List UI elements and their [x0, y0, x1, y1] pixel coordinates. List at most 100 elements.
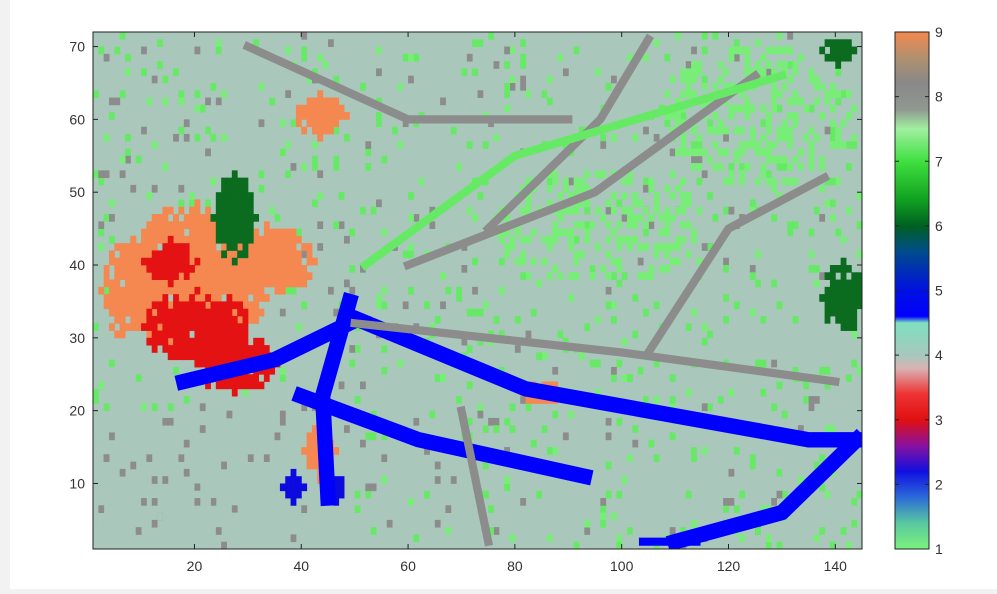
heatmap-cell: [205, 381, 211, 390]
heatmap-cell: [221, 272, 227, 280]
y-tick-label: 40: [69, 257, 85, 273]
heatmap-cell: [194, 199, 201, 208]
heatmap-cell: [696, 61, 703, 69]
heatmap-cell: [717, 119, 724, 128]
heatmap-cell: [247, 243, 254, 251]
heatmap-cell: [397, 82, 404, 91]
heatmap-cell: [643, 228, 649, 237]
heatmap-cell: [146, 439, 153, 448]
heatmap-cell: [696, 148, 703, 157]
heatmap-cell: [578, 221, 585, 230]
heatmap-region: [210, 170, 260, 266]
heatmap-cell: [103, 454, 110, 463]
heatmap-cell: [808, 104, 815, 113]
heatmap-cell: [157, 235, 163, 244]
heatmap-cell: [819, 454, 826, 463]
heatmap-cell: [162, 163, 169, 171]
heatmap-cell: [311, 126, 318, 135]
heatmap-cell: [546, 177, 553, 186]
heatmap-cell: [119, 301, 126, 310]
speckle-cells: [93, 32, 862, 549]
heatmap-cell: [301, 243, 308, 251]
heatmap-cell: [237, 323, 243, 331]
heatmap-cell: [242, 345, 249, 353]
heatmap-cell: [370, 410, 377, 419]
heatmap-cell: [504, 417, 511, 426]
heatmap-cell: [733, 53, 740, 62]
heatmap-cell: [797, 97, 804, 106]
heatmap-cell: [701, 170, 708, 179]
heatmap-cell: [536, 396, 543, 404]
heatmap-cell: [333, 126, 340, 135]
heatmap-cell: [119, 257, 126, 266]
heatmap-cell: [279, 119, 286, 128]
heatmap-cell: [552, 235, 559, 244]
heatmap-cell: [616, 490, 623, 499]
heatmap-cell: [109, 97, 115, 106]
heatmap-cell: [301, 505, 308, 513]
heatmap-cell: [851, 359, 858, 368]
colorbar-tick-label: 6: [935, 218, 943, 234]
heatmap-cell: [258, 286, 265, 295]
heatmap-cell: [819, 214, 826, 222]
heatmap-cell: [765, 141, 772, 149]
heatmap-cell: [301, 163, 308, 171]
heatmap-cell: [125, 148, 131, 157]
heatmap-cell: [354, 396, 361, 404]
heatmap-cell: [450, 476, 457, 484]
heatmap-cell: [701, 447, 708, 455]
heatmap-cell: [701, 243, 708, 251]
heatmap-cell: [680, 133, 687, 142]
heatmap-cell: [498, 235, 505, 244]
heatmap-cell: [205, 126, 211, 135]
heatmap-cell: [835, 286, 842, 295]
heatmap-cell: [253, 257, 260, 266]
heatmap-cell: [221, 250, 227, 259]
heatmap-cell: [199, 323, 206, 331]
heatmap-cell: [669, 170, 676, 179]
heatmap-cell: [178, 279, 185, 288]
heatmap-cell: [226, 315, 233, 324]
heatmap-cell: [290, 483, 297, 492]
heatmap-cell: [819, 483, 826, 492]
heatmap-cell: [760, 104, 767, 113]
heatmap-cell: [167, 315, 174, 324]
heatmap-cell: [808, 155, 815, 164]
heatmap-cell: [130, 301, 137, 310]
heatmap-cell: [194, 257, 201, 266]
heatmap-cell: [402, 53, 409, 62]
heatmap-cell: [472, 308, 478, 317]
heatmap-cell: [466, 381, 473, 390]
heatmap-cell: [274, 286, 281, 295]
heatmap-cell: [226, 184, 233, 193]
heatmap-cell: [93, 432, 99, 441]
heatmap-cell: [749, 206, 756, 215]
heatmap-cell: [178, 257, 185, 266]
heatmap-cell: [691, 308, 697, 317]
heatmap-cell: [600, 505, 607, 513]
heatmap-cell: [723, 148, 729, 157]
heatmap-cell: [237, 308, 243, 317]
heatmap-cell: [226, 381, 233, 390]
heatmap-cell: [253, 243, 260, 251]
colorbar-tick-label: 3: [935, 412, 943, 428]
heatmap-cell: [311, 141, 318, 149]
heatmap-region: [141, 235, 201, 288]
heatmap-cell: [504, 214, 511, 222]
heatmap-cell: [167, 221, 174, 230]
heatmap-cell: [541, 352, 548, 361]
x-tick-label: 120: [717, 558, 741, 574]
heatmap-cell: [429, 410, 436, 419]
heatmap-cell: [226, 323, 233, 331]
heatmap-cell: [274, 279, 281, 288]
heatmap-cell: [311, 97, 318, 106]
heatmap-cell: [552, 265, 559, 273]
heatmap-cell: [301, 112, 308, 120]
heatmap-cell: [146, 265, 153, 273]
heatmap-cell: [680, 206, 687, 215]
heatmap-cell: [301, 468, 308, 477]
heatmap-cell: [269, 265, 276, 273]
heatmap-cell: [829, 82, 836, 91]
heatmap-cell: [247, 352, 254, 361]
heatmap-cell: [247, 214, 254, 222]
